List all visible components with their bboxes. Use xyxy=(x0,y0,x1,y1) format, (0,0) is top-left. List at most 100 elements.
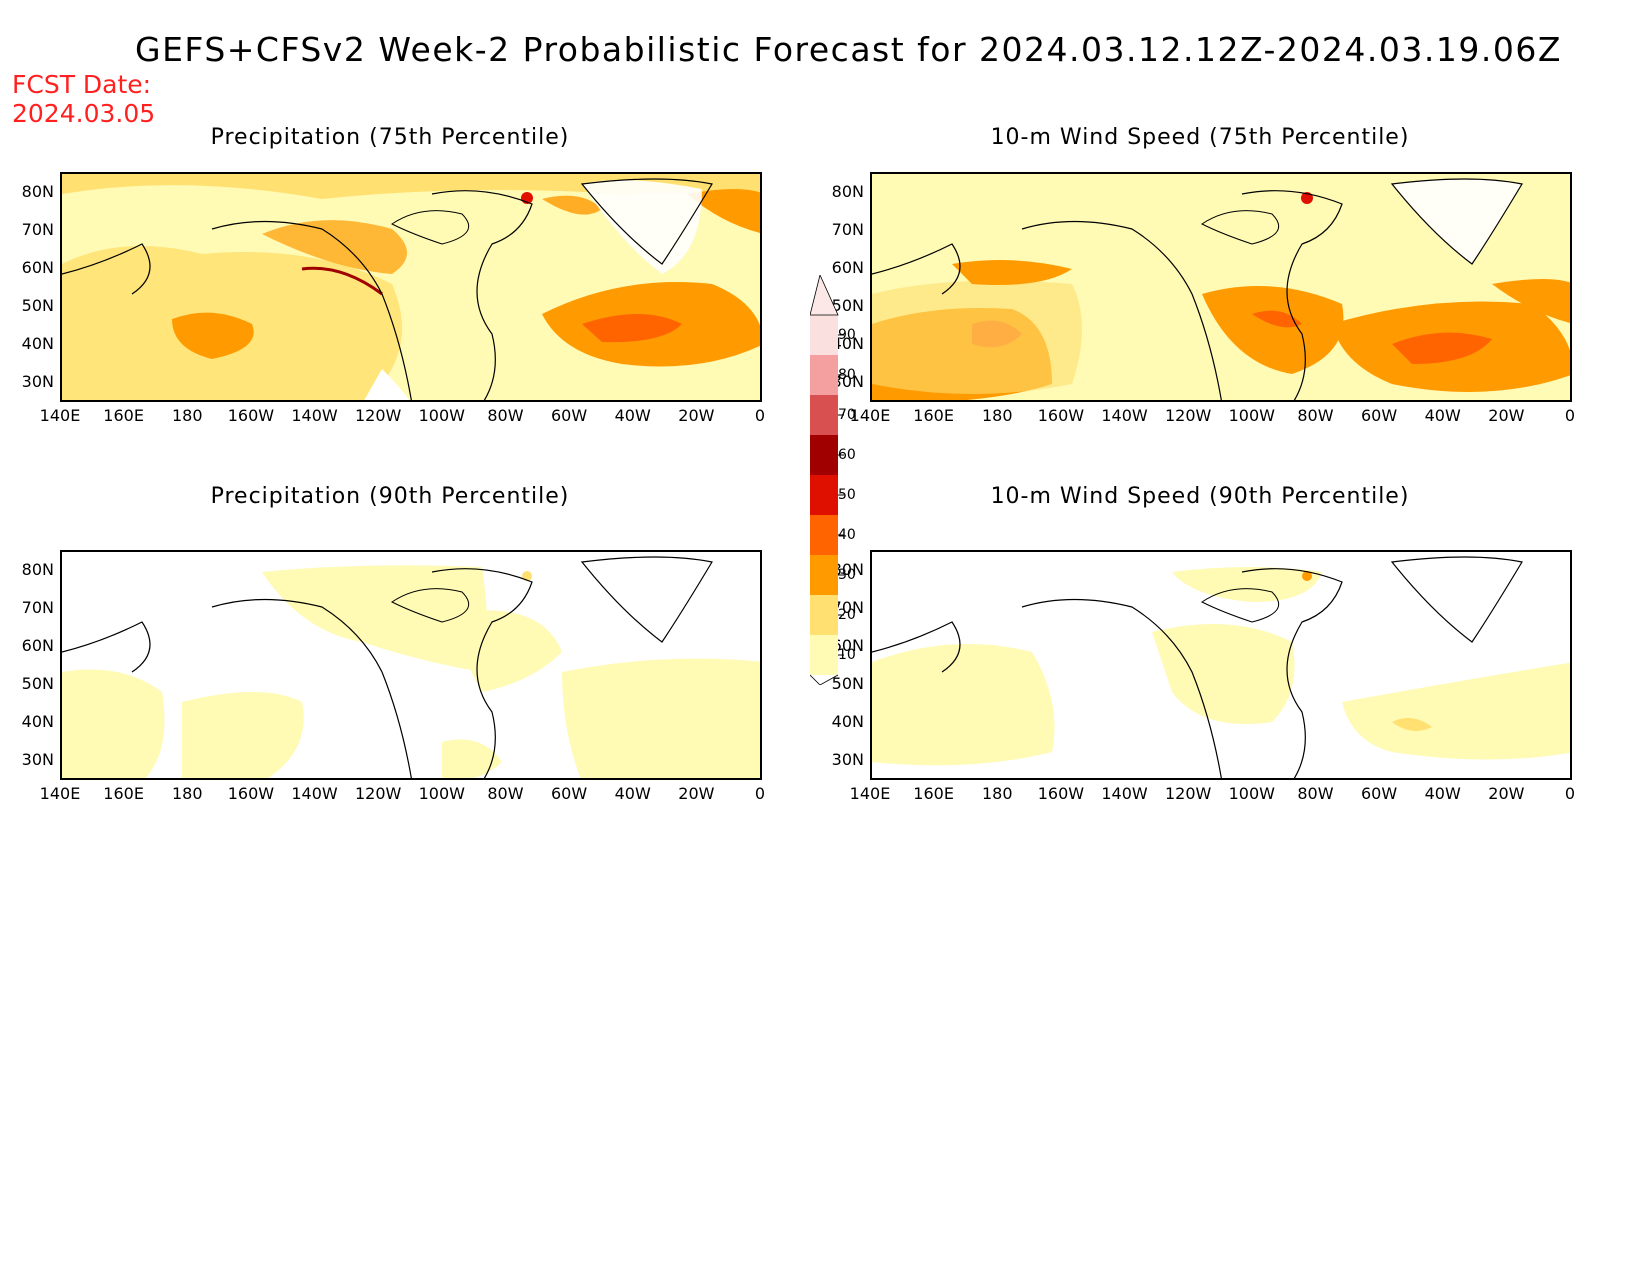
lat-label: 50N xyxy=(21,296,54,315)
figure-title: GEFS+CFSv2 Week-2 Probabilistic Forecast… xyxy=(135,30,1562,69)
forecast-date-value: 2024.03.05 xyxy=(12,99,156,128)
colorbar-swatch xyxy=(810,435,838,475)
lon-label: 120W xyxy=(354,784,402,803)
map-precip-75 xyxy=(60,172,762,402)
lat-label: 30N xyxy=(831,750,864,769)
lat-label: 80N xyxy=(21,182,54,201)
coastlines xyxy=(872,556,1523,778)
lon-label: 80W xyxy=(487,784,524,803)
lat-label: 60N xyxy=(831,636,864,655)
lon-label: 160W xyxy=(1037,784,1085,803)
panel-title-wind-75: 10-m Wind Speed (75th Percentile) xyxy=(990,125,1410,150)
colorbar-swatch xyxy=(810,395,838,435)
lon-label: 40W xyxy=(614,406,651,425)
lon-label: 160E xyxy=(103,784,144,803)
colorbar-label: 30 xyxy=(838,567,856,583)
panel-title-precip-90: Precipitation (90th Percentile) xyxy=(210,484,570,509)
lat-label: 50N xyxy=(831,674,864,693)
colorbar-swatch xyxy=(810,595,838,635)
lon-label: 140E xyxy=(849,784,891,803)
colorbar-swatch xyxy=(810,475,838,515)
lon-label: 60W xyxy=(550,406,588,425)
panel-title-precip-75: Precipitation (75th Percentile) xyxy=(210,125,570,150)
map-wind-75 xyxy=(870,172,1572,402)
colorbar-bottom-arrow xyxy=(810,674,839,685)
lat-label: 30N xyxy=(21,750,54,769)
lon-label: 0 xyxy=(1564,406,1576,425)
lat-label: 80N xyxy=(831,560,864,579)
lon-label: 140W xyxy=(291,784,338,803)
coastlines xyxy=(872,178,1523,400)
lon-label: 160E xyxy=(913,406,954,425)
lat-label: 40N xyxy=(21,712,54,731)
lat-label: 60N xyxy=(831,258,864,277)
lon-label: 100W xyxy=(418,406,465,425)
forecast-date-label: FCST Date: xyxy=(12,70,152,99)
map-precip-90 xyxy=(60,550,762,780)
lon-label: 0 xyxy=(754,406,766,425)
lon-label: 180 xyxy=(981,784,1013,803)
colorbar-label: 10 xyxy=(838,647,856,663)
colorbar-swatch xyxy=(810,635,838,675)
lon-label: 180 xyxy=(171,784,203,803)
lat-label: 40N xyxy=(831,712,864,731)
lon-label: 160W xyxy=(227,784,275,803)
lat-label: 70N xyxy=(831,220,864,239)
lat-label: 30N xyxy=(21,372,54,391)
lat-label: 70N xyxy=(21,220,54,239)
colorbar-label: 40 xyxy=(838,527,856,543)
lon-label: 160W xyxy=(1037,406,1085,425)
colorbar-swatch xyxy=(810,355,838,395)
lon-label: 180 xyxy=(171,406,203,425)
colorbar-label: 50 xyxy=(838,487,856,503)
probability-shading xyxy=(872,174,1570,400)
lon-label: 160W xyxy=(227,406,275,425)
lat-label: 80N xyxy=(21,560,54,579)
lat-label: 70N xyxy=(21,598,54,617)
panel-title-wind-90: 10-m Wind Speed (90th Percentile) xyxy=(990,484,1410,509)
lat-label: 50N xyxy=(21,674,54,693)
lon-label: 140W xyxy=(291,406,338,425)
lon-label: 60W xyxy=(1360,784,1398,803)
lon-label: 20W xyxy=(1488,784,1525,803)
map-wind-90 xyxy=(870,550,1572,780)
colorbar xyxy=(810,275,844,685)
lon-label: 60W xyxy=(1360,406,1398,425)
lon-label: 60W xyxy=(550,784,588,803)
lon-label: 40W xyxy=(1424,784,1461,803)
lon-label: 140E xyxy=(39,784,81,803)
lon-label: 0 xyxy=(1564,784,1576,803)
lon-label: 140E xyxy=(39,406,81,425)
colorbar-label: 60 xyxy=(838,447,856,463)
lat-label: 60N xyxy=(21,258,54,277)
lon-label: 140E xyxy=(849,406,891,425)
probability-shading xyxy=(872,552,1570,778)
lon-label: 40W xyxy=(1424,406,1461,425)
lon-label: 0 xyxy=(754,784,766,803)
lon-label: 100W xyxy=(418,784,465,803)
colorbar-label: 70 xyxy=(838,407,856,423)
lon-label: 40W xyxy=(614,784,651,803)
probability-shading xyxy=(62,552,760,778)
colorbar-label: 80 xyxy=(838,367,856,383)
lon-label: 80W xyxy=(1297,784,1334,803)
lat-label: 60N xyxy=(21,636,54,655)
lon-label: 160E xyxy=(103,406,144,425)
lon-label: 20W xyxy=(678,406,715,425)
lon-label: 20W xyxy=(678,784,715,803)
lat-label: 40N xyxy=(21,334,54,353)
lon-label: 20W xyxy=(1488,406,1525,425)
coastlines xyxy=(62,178,713,400)
colorbar-swatch xyxy=(810,515,838,555)
lon-label: 80W xyxy=(487,406,524,425)
colorbar-swatch xyxy=(810,315,838,355)
lat-label: 50N xyxy=(831,296,864,315)
lon-label: 180 xyxy=(981,406,1013,425)
lon-label: 160E xyxy=(913,784,954,803)
colorbar-label: 90 xyxy=(838,327,856,343)
lat-label: 30N xyxy=(831,372,864,391)
colorbar-top-arrow xyxy=(810,275,839,316)
coastlines xyxy=(62,556,713,778)
lon-label: 100W xyxy=(1228,784,1275,803)
lon-label: 120W xyxy=(1164,784,1212,803)
